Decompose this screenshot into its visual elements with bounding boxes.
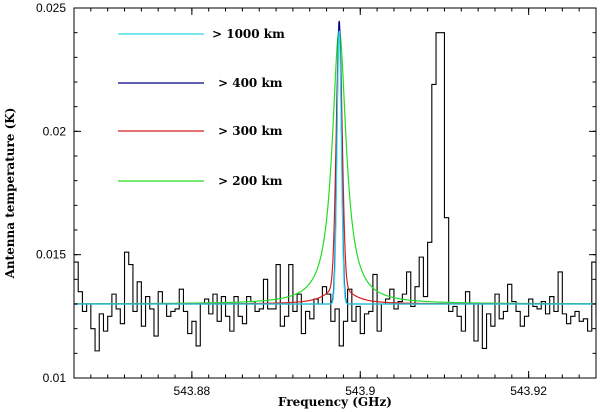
y-tick-label: 0.015 (36, 248, 66, 262)
y-tick-label: 0.025 (36, 1, 66, 15)
x-tick-label: 543.9 (345, 384, 375, 398)
legend-label-4: > 200 km (218, 174, 283, 188)
y-tick-label: 0.01 (43, 371, 67, 385)
y-axis-title: Antenna temperature (K) (3, 108, 17, 280)
plot-area (74, 20, 596, 352)
x-tick-label: 543.88 (174, 384, 211, 398)
legend-label-2: > 400 km (218, 76, 283, 90)
x-axis-title: Frequency (GHz) (278, 395, 392, 409)
legend-label-1: > 1000 km (212, 27, 285, 41)
axis-ticks: 543.88 543.9 543.92 0.01 0.015 0.02 0.025 (36, 1, 597, 398)
plot-frame (73, 7, 597, 379)
y-tick-label: 0.02 (43, 124, 67, 138)
legend-label-3: > 300 km (218, 124, 283, 138)
x-tick-label: 543.92 (510, 384, 547, 398)
observed-spectrum-line (74, 32, 596, 352)
model-line-1 (74, 30, 596, 305)
legend: > 1000 km > 400 km > 300 km > 200 km (118, 27, 285, 188)
